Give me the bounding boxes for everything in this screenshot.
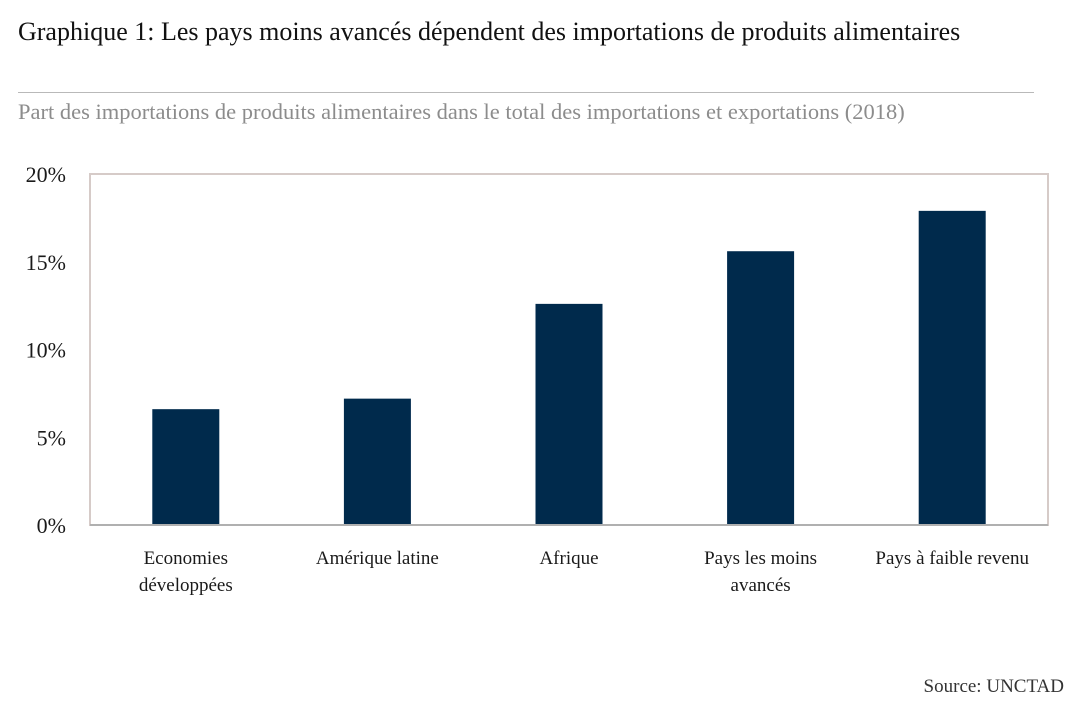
- x-tick-label-line: Pays à faible revenu: [875, 548, 1029, 569]
- x-tick-label: Amérique latine: [316, 548, 439, 569]
- chart-subtitle: Part des importations de produits alimen…: [18, 99, 905, 124]
- x-tick-label-line: Pays les moins: [704, 548, 817, 569]
- x-tick-label: Afrique: [539, 548, 598, 569]
- y-tick-label: 5%: [37, 425, 66, 450]
- source-value: UNCTAD: [986, 676, 1064, 697]
- bar: [343, 398, 411, 525]
- x-tick-label-line: avancés: [731, 575, 791, 596]
- source-note: Source: UNCTAD: [924, 676, 1064, 698]
- bar: [152, 409, 220, 525]
- y-tick-label: 15%: [26, 250, 66, 275]
- y-tick-label: 0%: [37, 513, 66, 538]
- x-tick-label-line: développées: [139, 575, 233, 596]
- y-tick-label: 10%: [26, 338, 66, 363]
- x-tick-label: Pays à faible revenu: [875, 548, 1029, 569]
- x-tick-label: Pays les moins avancés: [704, 548, 817, 596]
- source-label: Source:: [923, 676, 982, 697]
- x-tick-label-line: Amérique latine: [316, 548, 439, 569]
- x-tick-label-line: Afrique: [539, 548, 598, 569]
- y-tick-label: 20%: [26, 162, 66, 187]
- bar: [918, 210, 986, 526]
- x-tick-label: Economies développées: [139, 548, 233, 596]
- bar: [727, 251, 795, 525]
- chart-title: Graphique 1: Les pays moins avancés dépe…: [18, 17, 961, 46]
- bar: [535, 303, 603, 525]
- title-divider: [18, 92, 1034, 93]
- x-tick-label-line: Economies: [144, 548, 228, 569]
